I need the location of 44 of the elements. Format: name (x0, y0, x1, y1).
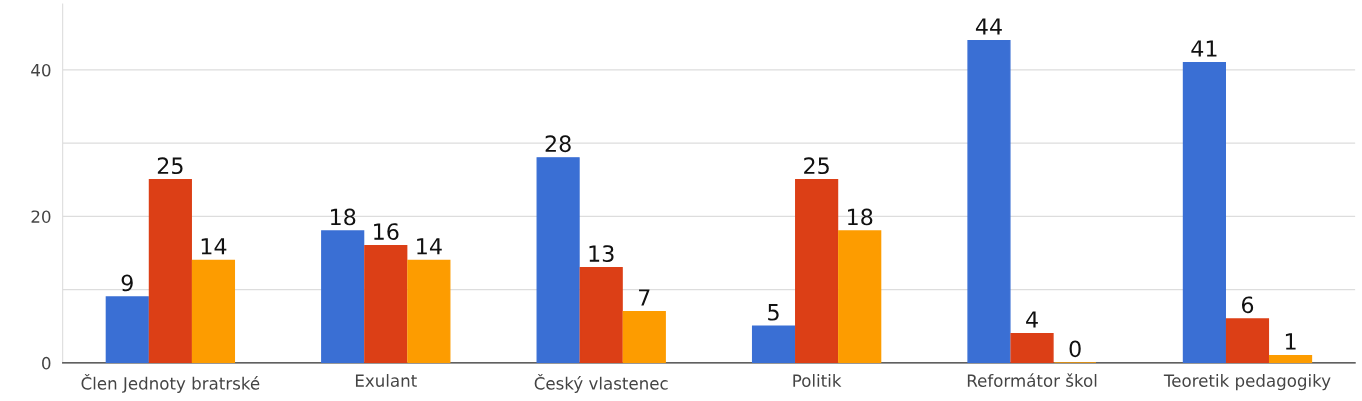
x-tick-label: Reformátor škol (967, 373, 1097, 387)
data-label: 0 (1069, 340, 1081, 358)
y-tick-label: 40 (31, 63, 51, 77)
x-tick-label: Politik (793, 374, 842, 387)
bar (321, 230, 365, 363)
data-label: 41 (1191, 40, 1217, 57)
data-label: 13 (589, 245, 614, 262)
bar (795, 179, 839, 363)
bar (407, 259, 451, 363)
bar (967, 39, 1011, 363)
y-tick-label: 20 (31, 210, 51, 223)
data-label: 25 (157, 157, 183, 175)
x-tick-label: Český vlastenec (534, 374, 668, 393)
data-label: 5 (768, 304, 779, 321)
bar (838, 230, 882, 363)
data-label: 28 (545, 135, 571, 153)
bar (1268, 354, 1313, 363)
data-label: 14 (417, 238, 442, 255)
data-label: 16 (374, 223, 399, 241)
data-label: 18 (331, 208, 356, 226)
bar (105, 296, 149, 363)
data-label: 7 (639, 289, 650, 306)
data-label: 1 (1285, 333, 1296, 350)
data-label: 44 (975, 18, 1002, 35)
x-tick-label: Teoretik pedagogiky (1163, 374, 1331, 391)
data-label: 14 (201, 238, 227, 255)
x-tick-label: Člen Jednoty bratrské (81, 374, 260, 393)
data-label: 25 (804, 157, 829, 175)
bar (1182, 61, 1226, 363)
bar (1225, 318, 1270, 363)
bar (579, 266, 623, 363)
bar (622, 310, 666, 363)
x-tick-label: Exulant (355, 374, 417, 387)
bar (536, 157, 580, 363)
data-label: 6 (1241, 296, 1254, 314)
data-label: 9 (121, 274, 133, 292)
bar (751, 325, 796, 363)
data-label: 4 (1026, 311, 1038, 328)
bar (364, 245, 408, 363)
data-label: 18 (848, 208, 873, 226)
bar (1010, 332, 1054, 363)
bar (191, 259, 236, 363)
y-tick-label: 0 (42, 356, 51, 370)
bar (148, 179, 192, 363)
